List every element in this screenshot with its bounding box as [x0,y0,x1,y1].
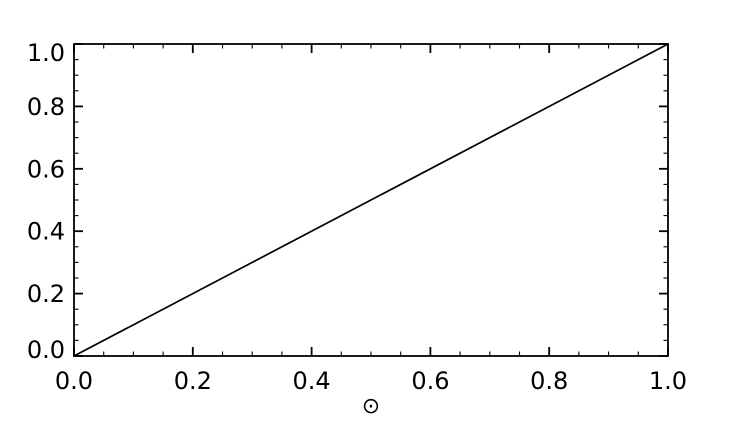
y-tick-labels: 0.0 0.2 0.4 0.6 0.8 1.0 [27,39,65,364]
y-tick-label: 0.4 [27,218,65,246]
x-tick-label: 0.8 [530,367,568,395]
x-tick-label: 0.6 [411,367,449,395]
data-series [73,43,669,357]
y-tick-label: 0.2 [27,280,65,308]
x-axis-label: ⊙ [362,394,380,419]
y-tick-label: 0.0 [27,336,65,364]
x-tick-label: 0.4 [293,367,331,395]
x-tick-label: 1.0 [649,367,687,395]
y-tick-label: 1.0 [27,39,65,67]
x-tick-labels: 0.0 0.2 0.4 0.6 0.8 1.0 [55,367,687,395]
identity-line [73,43,669,357]
x-tick-label: 0.2 [174,367,212,395]
y-tick-label: 0.8 [27,93,65,121]
axis-ticks [73,43,669,357]
y-tick-label: 0.6 [27,155,65,183]
x-tick-label: 0.0 [55,367,93,395]
